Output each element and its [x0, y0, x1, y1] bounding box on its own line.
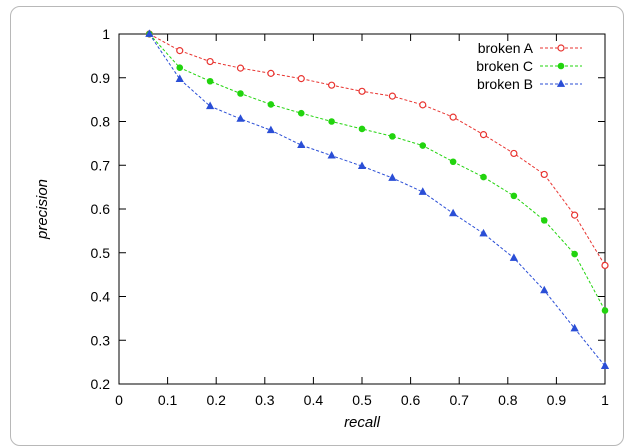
y-tick-label: 0.9 [91, 70, 111, 86]
y-axis-label: precision [34, 179, 51, 240]
legend-marker [557, 44, 565, 52]
data-point [297, 140, 306, 149]
data-point [267, 69, 275, 77]
x-tick-label: 1 [601, 392, 609, 408]
data-point [206, 77, 214, 85]
x-tick-label: 0.9 [547, 392, 567, 408]
data-point [358, 87, 366, 95]
data-point [267, 101, 275, 108]
x-tick-label: 0.2 [206, 392, 226, 408]
data-point [358, 125, 366, 133]
x-tick-label: 0.7 [449, 392, 469, 408]
data-point [449, 158, 457, 166]
data-point [266, 125, 275, 134]
data-point [419, 142, 427, 149]
legend-marker [557, 62, 565, 70]
y-tick-labels: 0.2 0.3 0.4 0.5 0.6 0.7 0.8 0.9 1 [91, 26, 111, 392]
data-point [206, 57, 214, 66]
data-point [510, 192, 518, 200]
data-point [237, 90, 244, 97]
x-tick-label: 0.5 [352, 392, 372, 408]
legend-label: broken A [478, 40, 534, 56]
data-point [236, 114, 245, 122]
data-point [540, 285, 549, 294]
data-point [509, 253, 518, 261]
data-point [601, 307, 609, 314]
precision-recall-chart: 0 0.1 0.2 0.3 0.4 0.5 0.6 0.7 0.8 0.9 1 0.20.30.40… [34, 26, 610, 431]
series-line [149, 33, 606, 311]
series-broken-c [146, 30, 609, 314]
data-point [418, 187, 427, 195]
x-tick-labels: 0 0.1 0.2 0.3 0.4 0.5 0.6 0.7 0.8 0.9 1 [115, 392, 609, 408]
y-tick-label: 0.8 [91, 114, 111, 130]
series-line [148, 33, 606, 367]
x-tick-label: 0 [115, 392, 123, 408]
data-point [176, 47, 184, 55]
x-tick-label: 0.8 [498, 392, 518, 408]
data-point [480, 173, 487, 181]
y-tick-label: 0.2 [91, 376, 111, 392]
data-point [571, 250, 578, 258]
y-tick-label: 0.4 [91, 289, 111, 305]
data-point [570, 323, 579, 332]
data-point [449, 208, 458, 217]
series-broken-a [145, 30, 609, 270]
axis-ticks [118, 33, 606, 385]
y-tick-label: 0.3 [91, 332, 111, 348]
data-point [571, 211, 579, 219]
y-tick-label: 0.5 [91, 245, 111, 261]
data-point [328, 118, 335, 125]
x-tick-label: 0.3 [255, 392, 275, 408]
data-point [357, 161, 367, 170]
x-tick-label: 0.4 [304, 392, 324, 408]
data-point [419, 101, 427, 109]
data-point [388, 173, 397, 181]
data-point [510, 149, 518, 158]
data-point [600, 361, 610, 369]
data-point [540, 217, 548, 224]
data-point [327, 150, 336, 159]
legend: broken A broken C broken B [476, 40, 582, 92]
data-point [328, 81, 336, 89]
x-axis-label: recall [344, 414, 381, 431]
data-point [601, 261, 609, 270]
y-tick-label: 0.7 [91, 157, 111, 173]
legend-label: broken C [476, 58, 533, 74]
series-line [149, 33, 606, 266]
data-point [145, 29, 154, 37]
y-tick-label: 1 [102, 26, 110, 42]
legend-marker [556, 79, 566, 87]
data-point [389, 133, 396, 140]
series-broken-b [145, 29, 610, 369]
data-point [388, 92, 396, 100]
data-point [206, 101, 215, 110]
data-point [449, 113, 457, 121]
data-point [297, 75, 305, 83]
y-tick-label: 0.6 [91, 201, 111, 217]
data-point [297, 109, 305, 117]
x-tick-label: 0.6 [401, 392, 421, 408]
legend-label: broken B [477, 76, 533, 92]
data-point [176, 64, 184, 71]
data-point [479, 131, 488, 139]
x-tick-label: 0.1 [158, 392, 178, 408]
data-point [479, 228, 488, 237]
series-layer [145, 29, 610, 369]
data-point [236, 64, 245, 72]
data-point [540, 170, 548, 179]
data-point [175, 74, 184, 82]
